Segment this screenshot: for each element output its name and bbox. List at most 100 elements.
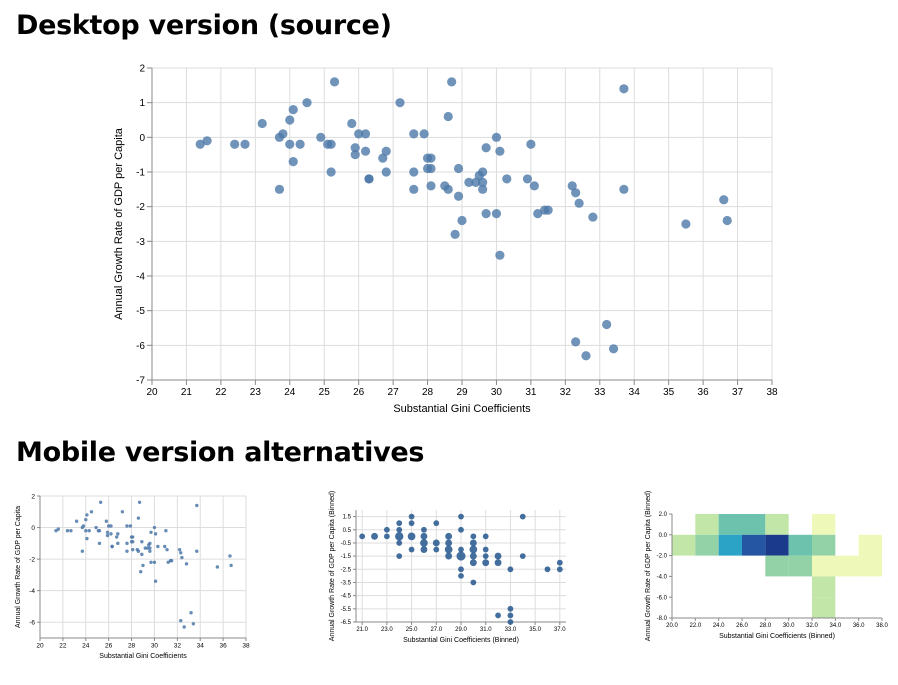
data-point [148,549,152,553]
data-point [149,560,153,564]
mobile3-y-tick-label: -4.0 [657,575,668,581]
data-point [180,555,184,560]
data-point [116,541,120,546]
data-point [177,547,182,552]
binned-point [395,532,404,541]
mobile3-x-tick-label: 22.0 [689,623,701,629]
heatmap-cell [812,576,836,598]
binned-point [408,520,415,527]
data-point [153,579,158,583]
data-point [156,544,160,549]
data-point [495,146,505,156]
mobile2-x-tick-label: 31.0 [480,627,492,633]
data-point [491,132,502,142]
mobile2-y-tick-label: 0.5 [343,528,352,534]
mobile1-y-tick-label: -6 [29,619,35,626]
data-point [105,530,110,534]
data-point [202,136,212,146]
mobile1-y-tick-label: 2 [31,493,35,500]
binned-point [556,566,563,573]
data-point [195,503,199,508]
data-point [109,524,113,528]
data-point [450,229,460,239]
data-point [85,536,89,541]
mobile2-x-tick-label: 27.0 [430,627,442,633]
mobile2-y-tick-label: -1.5 [341,554,352,560]
data-point [478,184,488,194]
mobile3-y-tick-label: -6.0 [657,595,668,601]
mobile2-x-tick-label: 23.0 [381,627,393,633]
data-point [378,153,388,163]
data-point [619,84,629,94]
data-point [495,250,505,260]
data-point [481,143,491,153]
data-point [543,205,553,215]
desktop-x-tick-label: 37 [732,387,744,398]
binned-point [458,572,464,579]
data-point [131,540,135,544]
data-point [395,98,405,108]
data-point [409,167,419,177]
data-point [502,174,512,184]
heatmap-cell [812,597,836,618]
mobile2-x-tick-label: 21.0 [356,627,368,633]
data-point [116,532,120,536]
data-point [114,535,119,539]
heatmap-cell [695,534,719,556]
binned-point [396,520,403,527]
binned-point [433,520,440,527]
heatmap-cell [812,534,836,556]
data-point [240,139,250,149]
binned-point [482,559,490,567]
binned-point [482,546,489,553]
data-point [98,500,103,505]
data-point [152,525,157,530]
binned-point [458,513,464,520]
data-point [302,98,312,108]
heatmap-cell [788,555,812,577]
heatmap-cell [672,534,696,556]
binned-point [507,619,514,625]
desktop-y-tick-label: -7 [136,376,145,387]
data-point [567,181,577,191]
binned-point [396,540,403,546]
mobile1-chart: 20 22 24 26 28 30 32 34 36 38 -6 -4 -2 0 2 Substantial … [15,493,250,660]
desktop-y-tick-label: -3 [136,237,145,248]
mobile1-y-tick-label: -2 [29,556,35,563]
binned-point [482,553,489,560]
mobile1-x-tick-label: 32 [174,643,182,650]
data-point [409,129,419,139]
desktop-x-tick-label: 38 [766,387,778,398]
data-point [316,132,326,142]
mobile1-x-tick-label: 26 [105,643,113,650]
mobile2-y-tick-label: -6.5 [341,620,352,626]
data-point [329,77,340,87]
desktop-heading: Desktop version (source) [16,10,392,41]
data-point [326,167,336,177]
desktop-x-tick-label: 34 [629,387,641,398]
data-point [426,163,436,174]
data-point [165,547,169,552]
data-point [257,118,267,129]
desktop-x-tick-label: 26 [353,387,365,398]
data-point [426,153,436,163]
desktop-y-tick-label: 0 [139,133,145,144]
mobile3-x-tick-label: 28.0 [759,623,771,629]
desktop-x-tick-label: 29 [456,387,468,398]
data-point [120,510,125,514]
data-point [278,129,288,139]
binned-point [469,552,477,560]
data-point [360,129,371,139]
binned-point [469,539,477,547]
binned-point [421,526,427,533]
data-point [443,111,453,122]
data-point [409,184,419,194]
data-point [125,549,129,553]
mobile1-x-tick-label: 22 [59,643,67,650]
mobile1-x-axis-title: Substantial Gini Coefficients [99,653,187,660]
data-point [447,77,457,87]
data-point [722,215,732,226]
desktop-x-tick-label: 35 [663,387,675,398]
data-point [491,209,502,219]
mobile1-x-tick-label: 34 [197,643,205,650]
